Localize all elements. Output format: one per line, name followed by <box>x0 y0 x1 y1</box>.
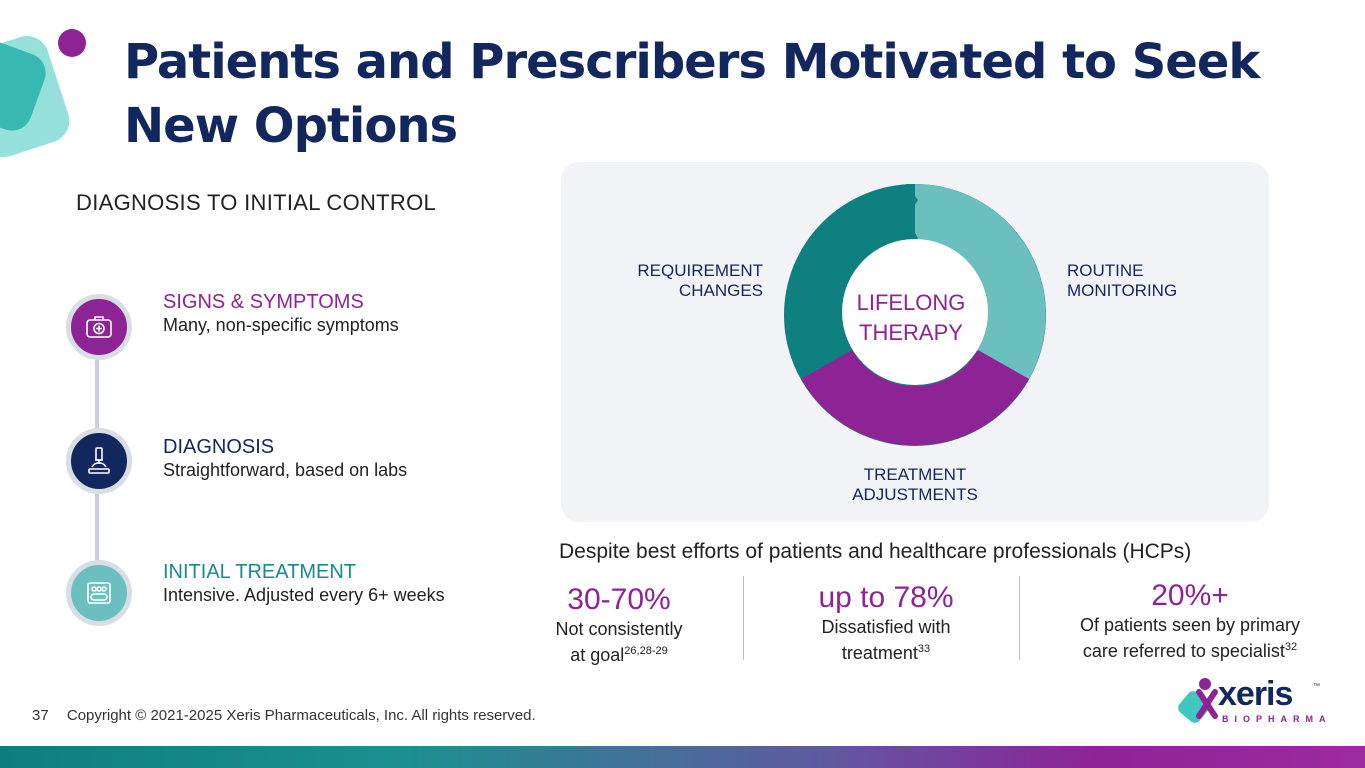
stat-divider <box>1019 576 1020 660</box>
step-signs: SIGNS & SYMPTOMS Many, non-specific symp… <box>163 290 453 336</box>
stat-dissatisfied: up to 78% Dissatisfied with treatment33 <box>786 580 986 664</box>
label-routine-monitoring: ROUTINE MONITORING <box>1067 261 1178 300</box>
first-aid-kit-icon <box>86 316 112 338</box>
page-number: 37 <box>32 707 49 724</box>
step-description: Many, non-specific symptoms <box>163 315 399 335</box>
stat-referred: 20%+ Of patients seen by primary care re… <box>1050 578 1330 662</box>
step-heading: INITIAL TREATMENT <box>163 561 356 583</box>
step-heading: SIGNS & SYMPTOMS <box>163 291 364 313</box>
step-description: Straightforward, based on labs <box>163 460 408 480</box>
stat-description: Not consistently at goal26,28-29 <box>555 619 683 665</box>
step-heading: DIAGNOSIS <box>163 436 275 458</box>
segment-notch <box>906 184 918 242</box>
logo-subtitle: BIOPHARMA <box>1222 714 1332 724</box>
microscope-icon <box>88 447 110 474</box>
stat-description: Dissatisfied with treatment33 <box>821 617 951 663</box>
cycle-center <box>842 239 988 385</box>
logo-trademark: ™ <box>1313 683 1320 690</box>
stat-divider <box>743 576 744 660</box>
segment-treatment-adjustments <box>801 350 1029 446</box>
despite-statement: Despite best efforts of patients and hea… <box>559 540 1192 563</box>
step-diagnosis: DIAGNOSIS Straightforward, based on labs <box>163 435 453 481</box>
step-treatment-icon-circle <box>66 560 132 626</box>
logo-wordmark: xeris <box>1218 675 1293 713</box>
pill-pack-icon <box>87 582 111 604</box>
stat-description: Of patients seen by primary care referre… <box>1079 615 1301 661</box>
label-requirement-changes: REQUIREMENT CHANGES <box>637 261 763 300</box>
page-title: Patients and Prescribers Motivated to Se… <box>124 34 1260 154</box>
step-description: Intensive. Adjusted every 6+ weeks <box>163 585 445 605</box>
stat-value: up to 78% <box>818 581 954 614</box>
decorative-shapes <box>0 29 86 158</box>
step-initial-treatment: INITIAL TREATMENT Intensive. Adjusted ev… <box>163 560 453 606</box>
step-diagnosis-icon-circle <box>66 428 132 494</box>
stat-value: 20%+ <box>1151 579 1229 612</box>
copyright-text: Copyright © 2021-2025 Xeris Pharmaceutic… <box>66 707 536 724</box>
cycle-center-label: LIFELONG THERAPY <box>856 290 966 345</box>
bottom-gradient-bar <box>0 746 1365 768</box>
section-subtitle: DIAGNOSIS TO INITIAL CONTROL <box>76 190 437 215</box>
stat-value: 30-70% <box>567 583 671 616</box>
label-treatment-adjustments: TREATMENT ADJUSTMENTS <box>852 465 978 504</box>
footer: 37 Copyright © 2021-2025 Xeris Pharmaceu… <box>32 707 536 724</box>
stat-not-at-goal: 30-70% Not consistently at goal26,28-29 <box>530 582 708 666</box>
xeris-logo-mark <box>1178 678 1218 723</box>
step-signs-icon-circle <box>66 294 132 360</box>
